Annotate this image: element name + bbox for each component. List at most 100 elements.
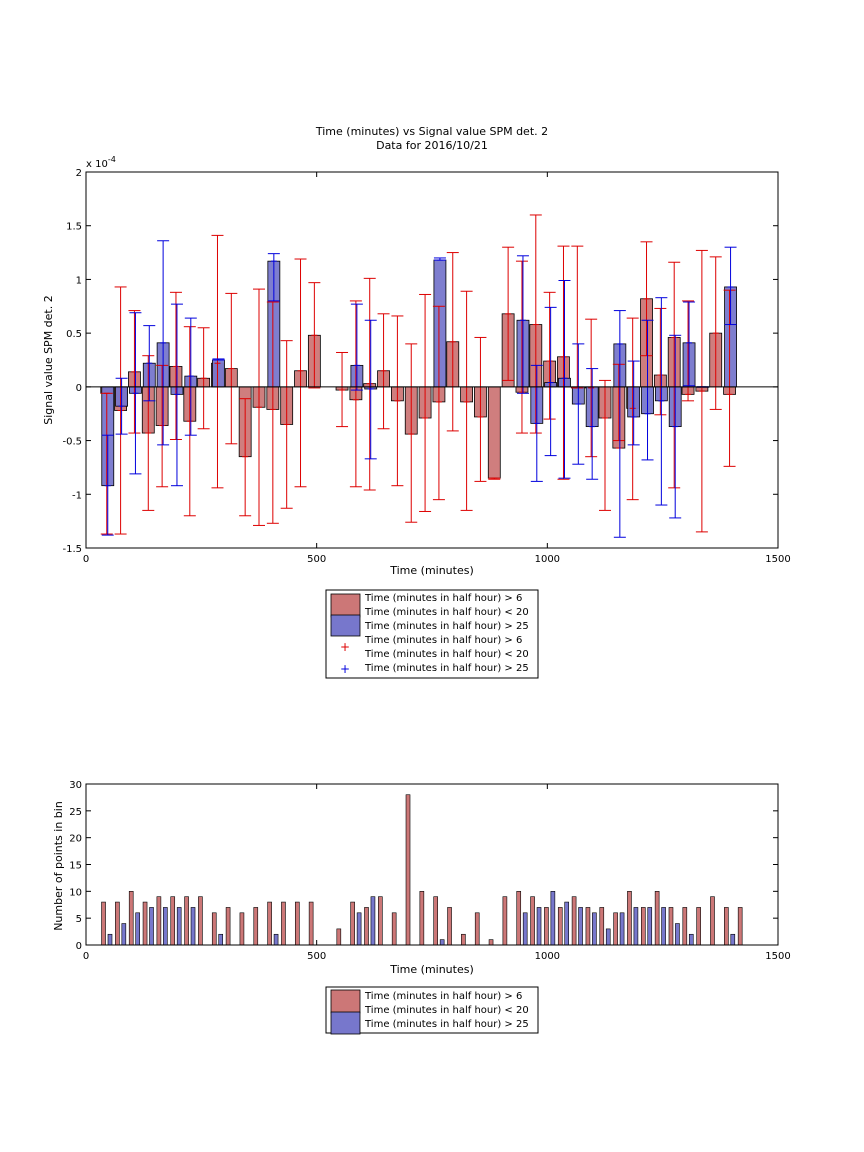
bottom-bars [101,794,743,946]
count-bar-red [156,896,162,946]
bottom-legend-entry-3: Time (minutes in half hour) > 25 [364,1019,529,1030]
top-legend-entry-4: Time (minutes in half hour) > 6 [364,635,522,646]
count-bar-red [419,891,425,946]
count-bar-red [267,901,272,946]
count-bar-blue [647,907,653,946]
top-axes-ticks: 0 500 1000 1500 -1.5 -1 -0.5 0 0.5 1 1.5 2 [62,168,790,565]
count-bar-red [724,907,729,946]
y-exponent-label: x 10-4 [86,155,116,170]
count-bar-red [350,901,355,946]
count-bar-red [184,896,189,946]
top-legend-red-marker: + [340,640,350,654]
bottom-y-tick-label: 25 [69,807,82,818]
top-y-tick-label: -1 [72,490,82,501]
count-bar-red [253,907,259,946]
count-bar-red [364,907,369,946]
count-bar-blue [550,891,556,946]
top-y-tick-label: 0 [76,383,82,394]
count-bar-blue [564,901,570,946]
count-bar-blue [439,939,445,946]
count-bar-red [613,912,618,946]
count-bar-red [128,891,134,946]
count-bar-red [682,907,688,946]
bottom-legend-entry-1: Time (minutes in half hour) > 6 [364,991,522,1002]
blue-bar [433,259,447,388]
count-bar-blue [190,907,196,946]
count-bar-red [391,912,397,946]
bottom-legend-swatch-blue [330,1011,361,1035]
bottom-legend-box [325,986,539,1034]
count-bar-blue [135,912,140,946]
count-bar-red [474,912,480,946]
count-bar-blue [605,928,611,946]
count-bar-red [405,794,411,946]
count-bar-red [710,896,715,946]
top-y-axis-label: Signal value SPM det. 2 [42,295,55,425]
count-bar-red [571,896,577,946]
count-bar-blue [536,907,542,946]
bottom-x-axis-label: Time (minutes) [389,963,474,976]
count-bar-blue [356,912,362,946]
top-legend-blue-marker: + [340,662,350,676]
bottom-axes-ticks: 0 500 1000 1500 0 5 10 15 20 25 30 [69,780,790,962]
count-bar-red [599,907,605,946]
top-y-tick-label: -1.5 [62,544,82,555]
count-bar-blue [578,907,583,946]
count-bar-red [668,907,674,946]
count-bar-red [737,907,743,946]
count-bar-red [281,901,286,946]
count-bar-red [530,896,535,946]
bottom-y-tick-label: 10 [69,887,82,898]
bottom-x-tick-label: 500 [307,951,326,962]
blue-bar [212,359,225,388]
bottom-x-tick-label: 1500 [765,951,790,962]
count-bar-red [433,896,438,946]
count-bar-blue [661,907,666,946]
count-bar-red [198,896,203,946]
count-bar-red [640,907,646,946]
count-bar-red [378,896,383,946]
count-bar-blue [176,907,182,946]
count-bar-red [308,901,314,946]
bottom-x-tick-label: 0 [83,951,89,962]
bottom-y-tick-label: 5 [76,914,82,925]
top-bars [100,259,737,487]
count-bar-red [101,901,106,946]
top-y-tick-label: -0.5 [62,437,82,448]
top-legend-entry-2: Time (minutes in half hour) < 20 [364,607,529,618]
top-y-tick-label: 2 [76,168,82,179]
top-legend-swatch-red [330,593,361,618]
count-bar-blue [149,907,154,946]
top-y-tick-label: 1.5 [66,222,82,233]
top-x-tick-label: 0 [83,554,89,565]
red-bar [487,386,501,479]
count-bar-red [654,891,660,946]
bottom-y-tick-label: 0 [76,941,82,952]
bottom-legend-swatch-red [330,989,361,1014]
top-legend-entry-3: Time (minutes in half hour) > 25 [364,621,529,632]
top-y-tick-label: 1 [76,275,82,286]
top-error-bars [100,214,737,538]
top-legend-entry-1: Time (minutes in half hour) > 6 [364,593,522,604]
chart-title-line2: Data for 2016/10/21 [376,139,488,152]
top-x-tick-label: 500 [307,554,326,565]
count-bar-red [557,907,563,946]
count-bar-red [294,901,300,946]
count-bar-red [488,939,494,946]
top-x-tick-label: 1000 [535,554,560,565]
top-y-tick-label: 0.5 [66,329,82,340]
top-legend-entry-5: Time (minutes in half hour) < 20 [364,649,529,660]
count-bar-red [544,907,549,946]
count-bar-red [627,891,632,946]
count-bar-red [170,896,176,946]
count-bar-blue [218,933,224,946]
bottom-y-tick-label: 30 [69,780,82,791]
count-bar-red [516,891,522,946]
y-exponent-power: -4 [108,155,116,164]
chart-title-line1: Time (minutes) vs Signal value SPM det. … [315,125,548,138]
top-legend-box [325,589,539,679]
count-bar-blue [592,912,597,946]
count-bar-blue [633,907,639,946]
bottom-y-tick-label: 15 [69,861,82,872]
count-bar-blue [370,896,376,946]
